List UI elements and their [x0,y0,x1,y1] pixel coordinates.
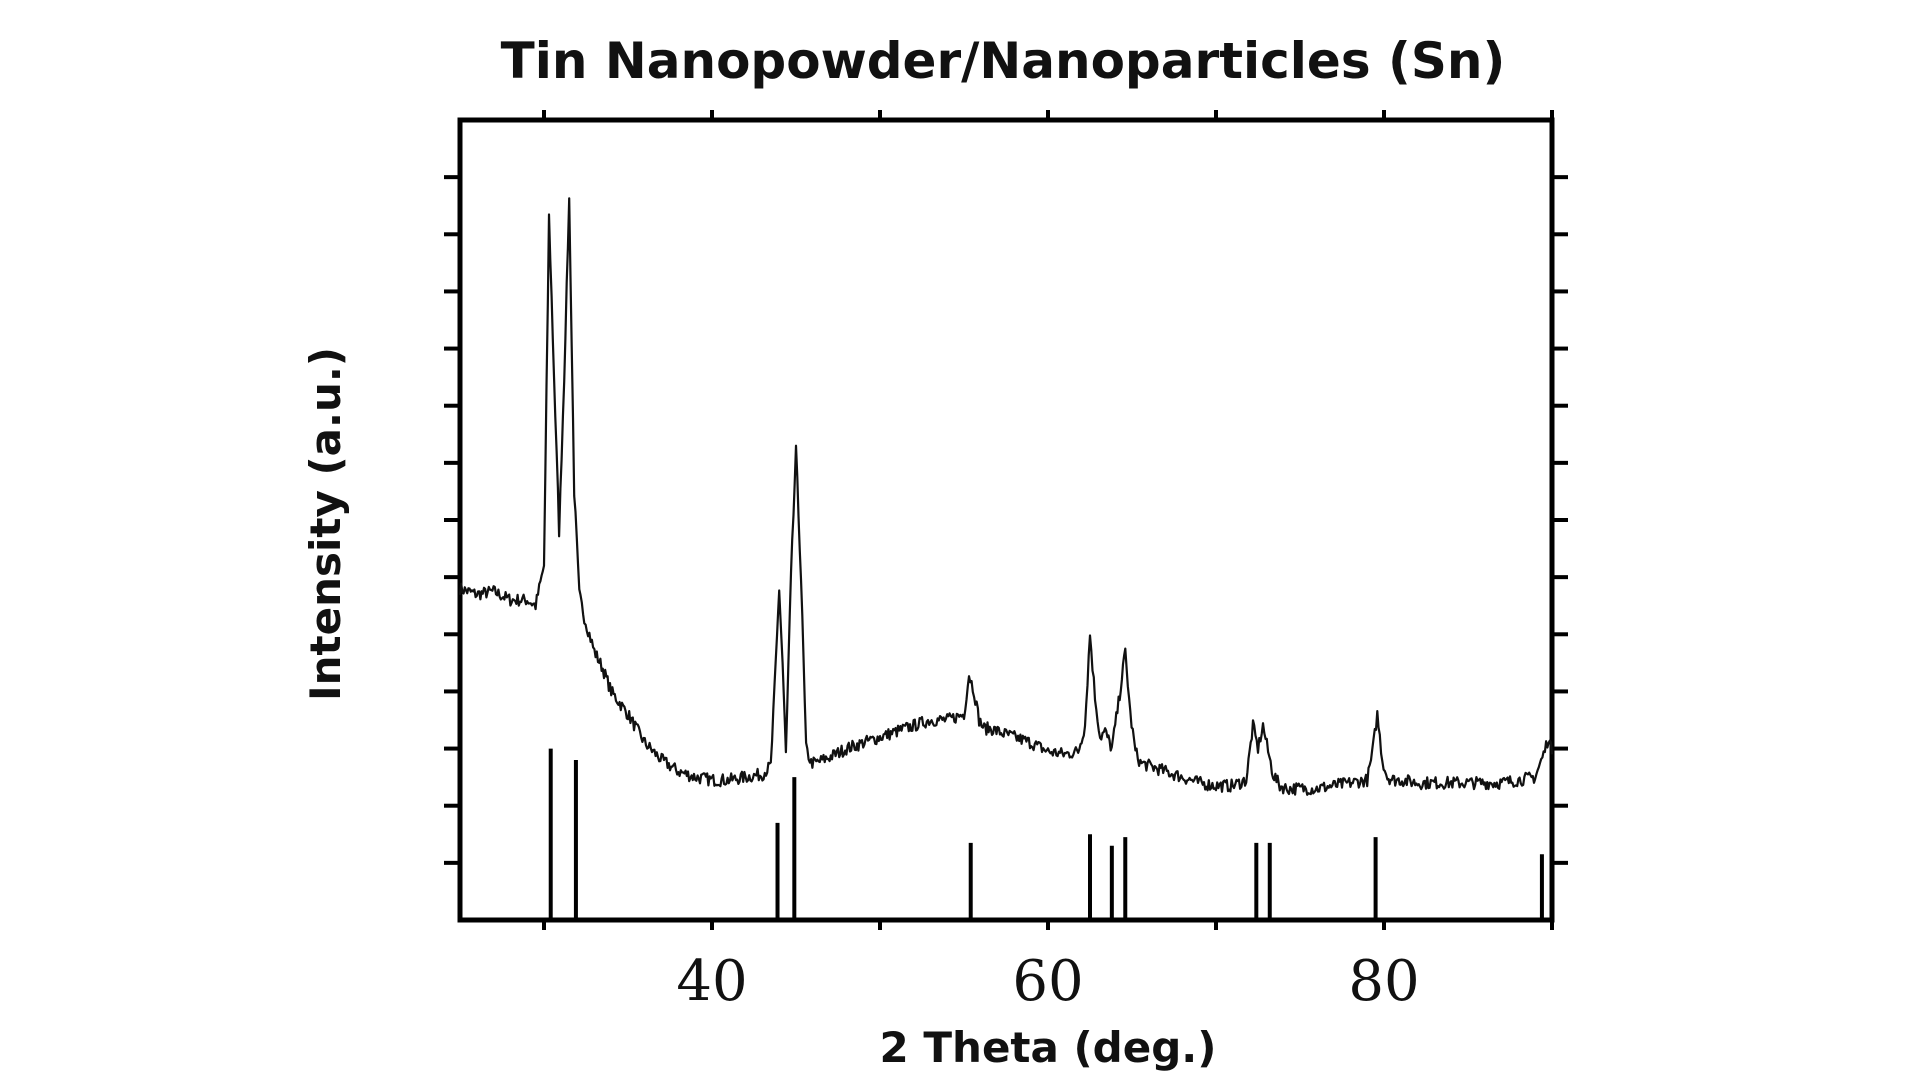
x-tick-labels: 40 60 80 [676,949,1419,1014]
x-axis-label: 2 Theta (deg.) [880,1023,1217,1072]
x-ticks [542,110,1554,930]
x-tick-label-2: 80 [1348,949,1419,1014]
y-axis-label: Intensity (a.u.) [301,347,350,701]
reference-sticks [548,748,1544,920]
y-ticks [444,175,1568,865]
chart-title: Tin Nanopowder/Nanoparticles (Sn) [501,32,1506,90]
xrd-pattern-line [458,197,1554,796]
x-tick-label-0: 40 [676,949,747,1014]
plot-frame [457,117,1555,923]
x-tick-label-1: 60 [1012,949,1083,1014]
plot-area [444,110,1568,930]
